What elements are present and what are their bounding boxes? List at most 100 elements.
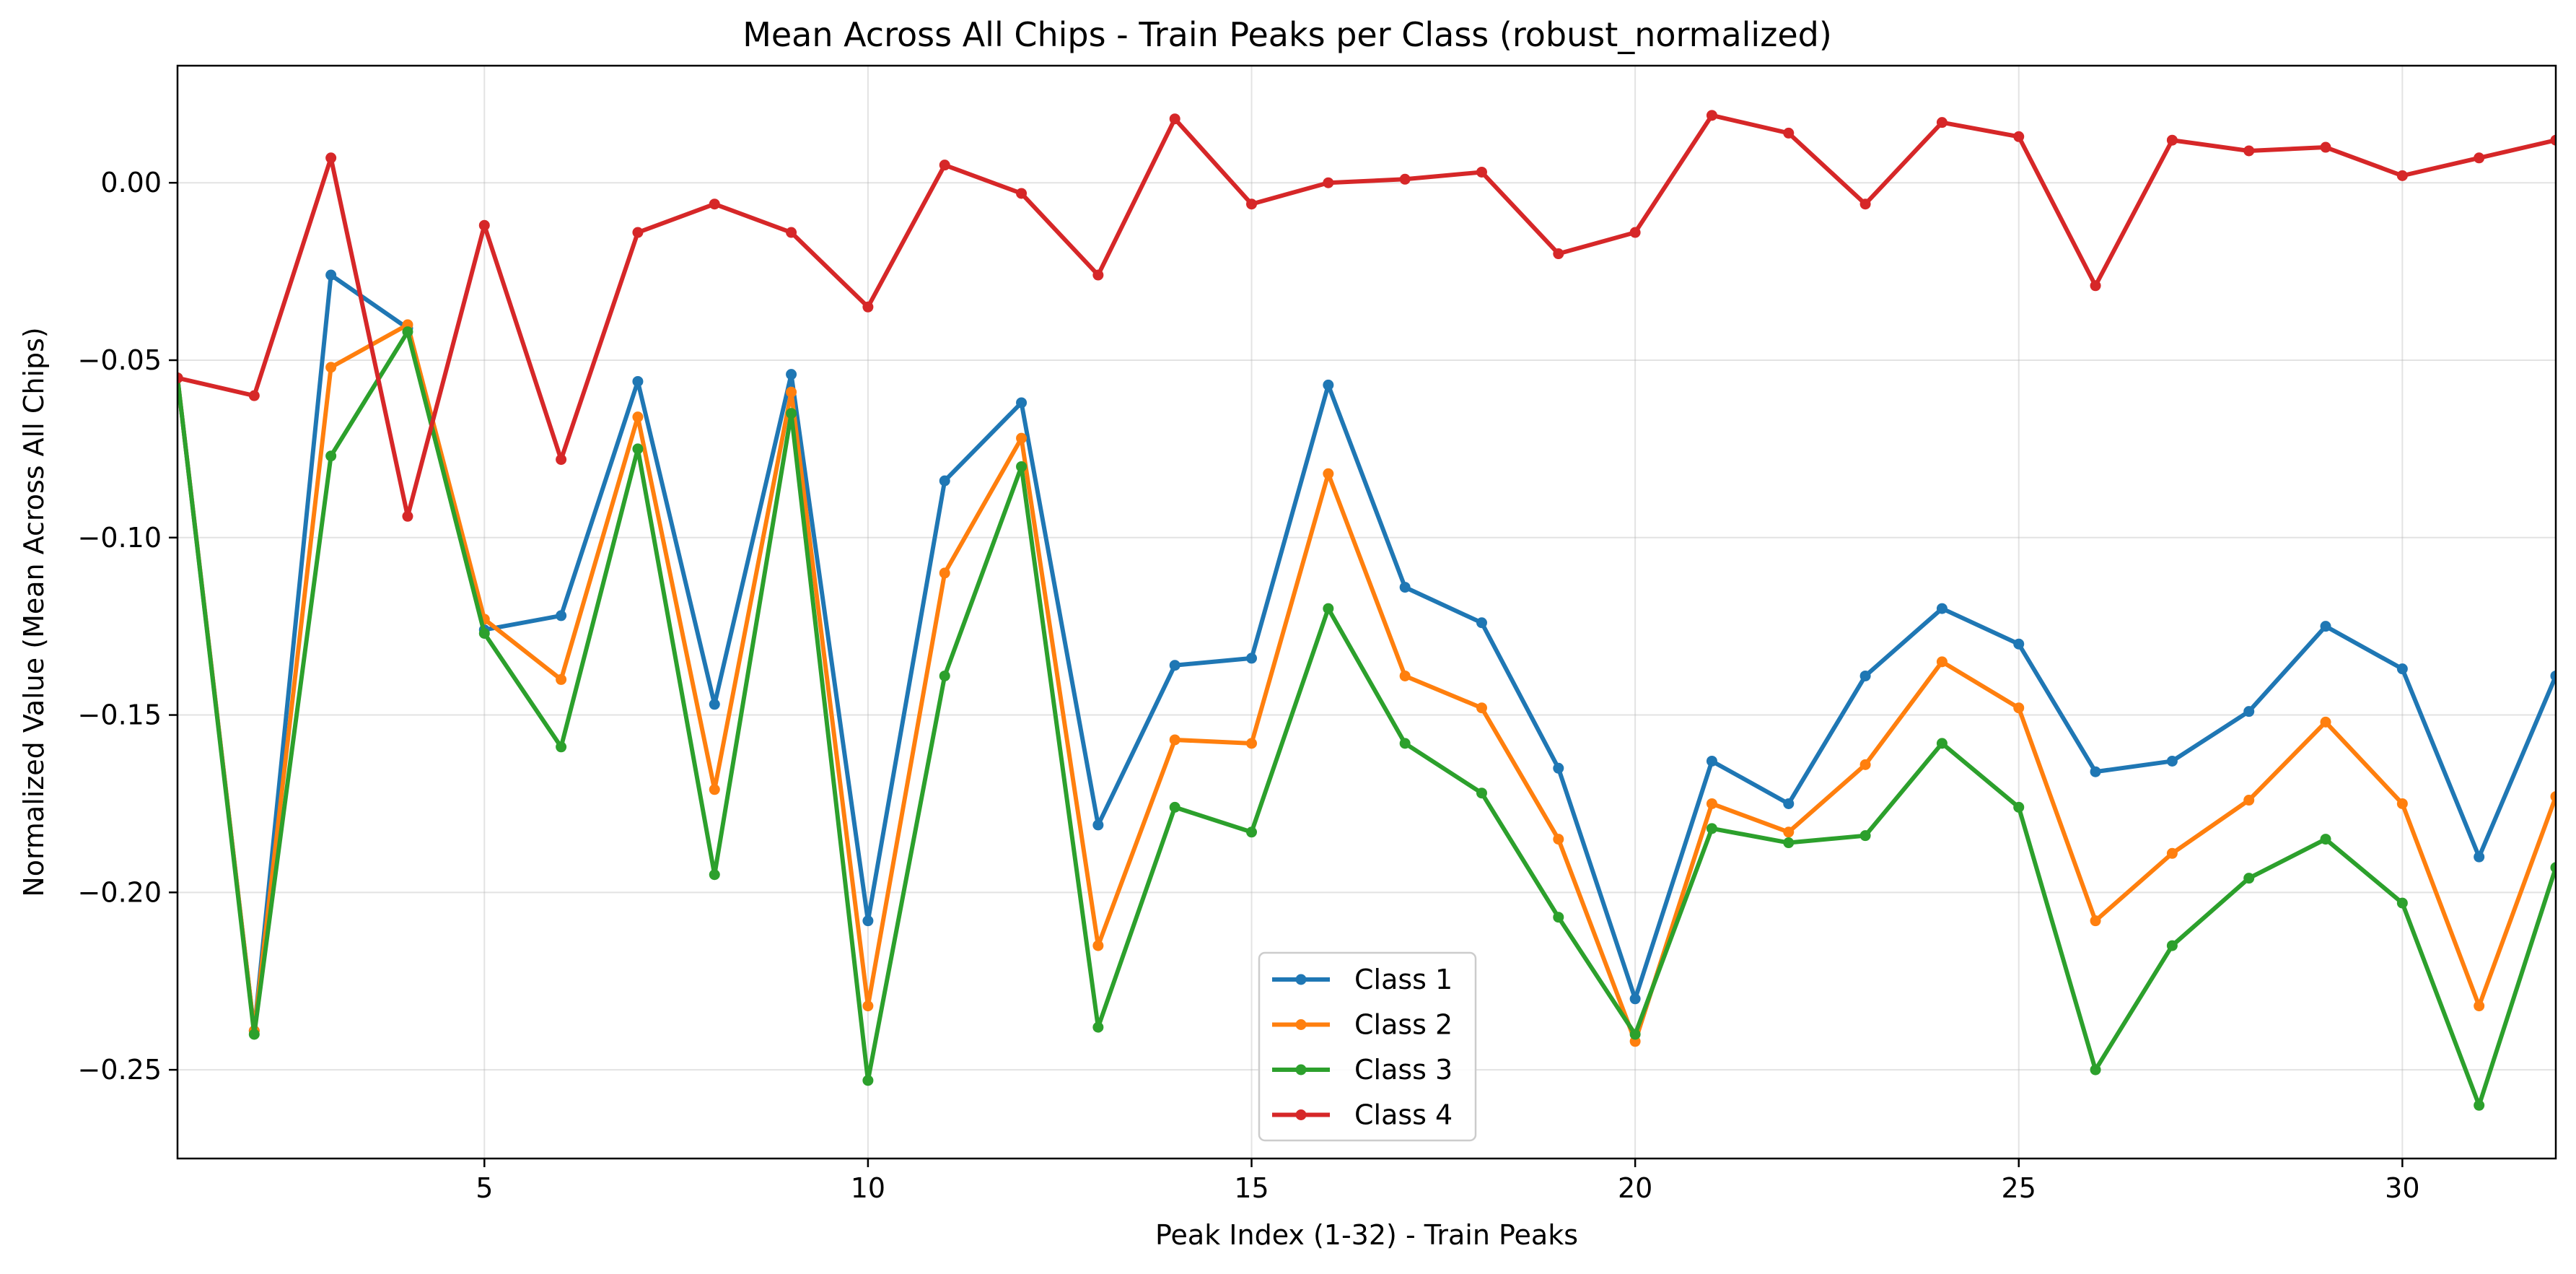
data-point bbox=[1016, 188, 1028, 199]
data-point bbox=[1553, 248, 1564, 260]
data-point bbox=[2090, 915, 2101, 927]
data-point bbox=[1553, 834, 1564, 845]
data-point bbox=[709, 784, 720, 795]
legend-marker bbox=[1295, 1109, 1307, 1120]
data-point bbox=[2474, 1099, 2485, 1111]
data-point bbox=[1553, 912, 1564, 923]
legend-label: Class 4 bbox=[1354, 1099, 1453, 1131]
data-point bbox=[2474, 851, 2485, 863]
data-point bbox=[556, 673, 567, 685]
data-point bbox=[2396, 897, 2408, 909]
data-point bbox=[556, 610, 567, 621]
data-point bbox=[556, 454, 567, 466]
x-axis-label: Peak Index (1-32) - Train Peaks bbox=[1155, 1219, 1578, 1251]
legend-box bbox=[1258, 951, 1477, 1142]
data-point bbox=[1169, 660, 1180, 671]
y-axis-ticks: −0.25 −0.20 −0.15 −0.10 −0.05 0.00 bbox=[78, 167, 178, 1086]
data-point bbox=[2320, 621, 2331, 632]
data-point bbox=[862, 301, 874, 313]
data-point bbox=[2396, 170, 2408, 181]
y-tick-label: 0.00 bbox=[100, 167, 162, 198]
data-point bbox=[1936, 117, 1948, 128]
legend-entry: Class 3 bbox=[1272, 1054, 1453, 1086]
data-point bbox=[2550, 134, 2556, 146]
data-point bbox=[402, 326, 413, 338]
data-point bbox=[2474, 152, 2485, 164]
series-line bbox=[178, 322, 2556, 1044]
data-point bbox=[1399, 582, 1411, 593]
data-point bbox=[1859, 830, 1871, 842]
data-point bbox=[2013, 638, 2025, 650]
data-point bbox=[2243, 873, 2255, 884]
data-point bbox=[1399, 670, 1411, 681]
data-point bbox=[1016, 461, 1028, 472]
data-point bbox=[1092, 1021, 1104, 1033]
legend-label: Class 2 bbox=[1354, 1009, 1453, 1041]
legend-marker bbox=[1295, 1019, 1307, 1030]
data-point bbox=[939, 670, 950, 681]
data-point bbox=[1476, 787, 1487, 799]
data-point bbox=[1783, 826, 1795, 838]
y-tick-label: −0.10 bbox=[78, 522, 162, 554]
data-point bbox=[2396, 798, 2408, 809]
data-point bbox=[1859, 759, 1871, 770]
data-point bbox=[2166, 847, 2178, 859]
series-layer bbox=[178, 110, 2556, 1111]
data-point bbox=[1323, 177, 1334, 188]
y-tick-label: −0.25 bbox=[78, 1054, 162, 1086]
data-point bbox=[2013, 702, 2025, 714]
data-point bbox=[1629, 993, 1641, 1005]
data-point bbox=[1092, 940, 1104, 951]
data-point bbox=[862, 1075, 874, 1086]
legend-entry: Class 2 bbox=[1272, 1009, 1453, 1041]
data-point bbox=[1936, 738, 1948, 749]
data-point bbox=[1246, 826, 1258, 838]
data-point bbox=[862, 915, 874, 927]
x-tick-label: 5 bbox=[476, 1172, 493, 1204]
data-point bbox=[1246, 198, 1258, 210]
data-point bbox=[325, 362, 337, 373]
data-point bbox=[325, 269, 337, 281]
data-point bbox=[1169, 113, 1180, 125]
y-tick-label: −0.20 bbox=[78, 876, 162, 908]
data-point bbox=[939, 160, 950, 171]
data-point bbox=[2090, 1064, 2101, 1076]
data-point bbox=[1629, 1029, 1641, 1040]
legend-entry: Class 1 bbox=[1272, 964, 1453, 995]
data-point bbox=[709, 699, 720, 710]
series-2 bbox=[178, 319, 2556, 1047]
data-point bbox=[1323, 603, 1334, 614]
data-point bbox=[1629, 227, 1641, 238]
data-point bbox=[1706, 798, 1717, 809]
data-point bbox=[786, 386, 797, 398]
data-point bbox=[1246, 653, 1258, 664]
data-point bbox=[2166, 134, 2178, 146]
data-point bbox=[1859, 670, 1871, 681]
data-point bbox=[2090, 280, 2101, 292]
data-point bbox=[2320, 716, 2331, 728]
data-point bbox=[786, 227, 797, 238]
data-point bbox=[1783, 837, 1795, 849]
data-point bbox=[1399, 738, 1411, 749]
data-point bbox=[2320, 141, 2331, 153]
data-point bbox=[1783, 798, 1795, 809]
data-point bbox=[2550, 862, 2556, 873]
data-point bbox=[2090, 766, 2101, 777]
data-point bbox=[478, 219, 490, 231]
data-point bbox=[2243, 145, 2255, 157]
legend-marker bbox=[1295, 1064, 1307, 1076]
data-point bbox=[632, 227, 644, 238]
data-point bbox=[1016, 432, 1028, 444]
data-point bbox=[1323, 468, 1334, 479]
data-point bbox=[632, 375, 644, 387]
data-point bbox=[248, 390, 260, 401]
data-point bbox=[786, 408, 797, 419]
data-point bbox=[1783, 127, 1795, 139]
data-point bbox=[2166, 940, 2178, 951]
legend-label: Class 3 bbox=[1354, 1054, 1453, 1086]
data-point bbox=[325, 152, 337, 164]
data-point bbox=[862, 1000, 874, 1012]
series-3 bbox=[178, 326, 2556, 1111]
data-point bbox=[2320, 834, 2331, 845]
data-point bbox=[632, 443, 644, 455]
